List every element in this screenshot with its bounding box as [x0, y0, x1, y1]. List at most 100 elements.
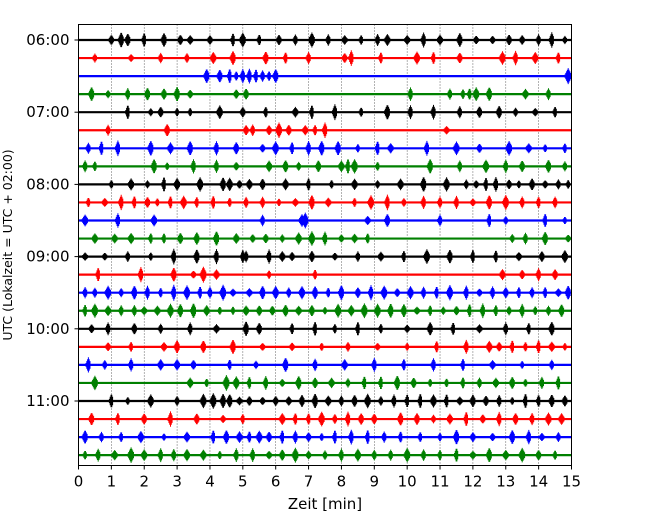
event-08:15-17: [352, 198, 357, 207]
event-07:45-4: [190, 159, 196, 174]
event-11:30-24: [469, 432, 476, 442]
x-tick-label-8: 8: [337, 473, 347, 491]
event-09:45-18: [308, 305, 315, 316]
event-06:00-13: [308, 32, 315, 48]
event-08:15-12: [259, 196, 265, 209]
event-07:00-17: [495, 106, 502, 119]
event-08:15-24: [469, 198, 476, 207]
event-08:00-7: [226, 177, 233, 191]
event-11:30-23: [453, 430, 459, 445]
event-07:45-5: [213, 159, 219, 173]
event-07:45-15: [426, 159, 433, 174]
event-09:00-19: [470, 250, 475, 263]
event-09:30-1: [92, 287, 97, 298]
event-09:30-17: [298, 286, 305, 300]
event-09:30-7: [170, 284, 176, 301]
event-07:00-16: [476, 106, 482, 118]
trace-11:45: [78, 447, 572, 463]
event-09:00-10: [278, 251, 286, 262]
event-11:45-9: [217, 451, 222, 459]
event-11:00-28: [496, 395, 502, 407]
event-09:15-2: [170, 268, 177, 282]
event-06:00-20: [420, 32, 426, 48]
event-10:15-6: [259, 343, 266, 351]
event-09:45-8: [177, 304, 183, 318]
event-11:30-18: [365, 430, 370, 444]
event-11:00-1: [125, 397, 130, 405]
event-11:00-33: [561, 395, 568, 407]
event-11:15-13: [357, 413, 364, 425]
event-08:00-15: [374, 180, 380, 189]
event-09:15-10: [535, 268, 541, 282]
event-07:45-14: [375, 162, 380, 171]
event-08:15-27: [519, 196, 525, 209]
event-06:00-25: [505, 35, 512, 45]
event-08:45-12: [295, 232, 302, 245]
event-10:45-10: [327, 377, 335, 389]
event-08:00-9: [245, 179, 253, 190]
event-11:45-26: [486, 448, 492, 462]
event-07:30-16: [387, 143, 394, 154]
event-09:30-0: [82, 287, 88, 299]
event-11:30-26: [509, 430, 515, 444]
event-08:00-11: [281, 178, 289, 191]
event-08:15-22: [437, 196, 443, 209]
event-08:30-12: [562, 217, 567, 224]
event-11:30-17: [348, 429, 354, 445]
event-06:30-1: [216, 70, 223, 83]
event-11:45-24: [454, 448, 459, 462]
event-08:45-8: [232, 233, 240, 244]
event-06:30-6: [253, 69, 258, 83]
event-07:45-10: [315, 160, 321, 172]
event-10:30-0: [85, 357, 91, 373]
event-10:00-13: [403, 325, 410, 333]
event-09:30-19: [325, 288, 330, 298]
event-06:15-6: [262, 52, 269, 65]
event-10:15-9: [345, 342, 351, 352]
trace-11:00: [78, 393, 572, 409]
event-09:45-26: [413, 306, 420, 315]
event-07:00-14: [430, 104, 436, 120]
event-06:00-1: [117, 32, 124, 48]
event-07:30-10: [289, 142, 294, 154]
event-09:00-7: [240, 250, 245, 263]
x-axis-label: Zeit [min]: [288, 495, 362, 513]
event-10:00-0: [88, 324, 95, 333]
event-11:00-13: [298, 395, 305, 407]
event-11:15-4: [193, 413, 200, 425]
event-09:00-23: [561, 250, 568, 263]
event-11:30-22: [437, 433, 442, 441]
event-09:45-15: [269, 306, 275, 316]
event-07:30-17: [424, 140, 429, 156]
event-09:15-1: [138, 267, 143, 283]
event-07:00-19: [531, 108, 539, 117]
event-08:45-14: [322, 231, 328, 246]
event-08:15-1: [101, 198, 108, 207]
event-10:30-9: [312, 358, 318, 372]
event-07:45-17: [482, 159, 489, 173]
event-11:45-7: [183, 449, 190, 462]
event-11:45-15: [305, 451, 312, 459]
event-08:30-9: [486, 214, 491, 227]
event-09:30-12: [229, 288, 236, 297]
event-08:00-28: [565, 180, 570, 189]
event-10:45-13: [378, 376, 383, 389]
event-11:30-9: [246, 431, 252, 443]
trace-09:30: [78, 284, 572, 301]
event-08:45-20: [541, 232, 548, 245]
event-07:00-20: [552, 107, 557, 118]
trace-07:15: [78, 122, 572, 138]
event-08:00-18: [442, 177, 450, 192]
event-07:30-2: [115, 140, 120, 157]
event-11:15-21: [496, 411, 502, 427]
event-08:15-21: [420, 195, 426, 209]
event-07:30-23: [562, 143, 567, 153]
event-10:45-19: [476, 377, 482, 389]
event-11:00-0: [108, 394, 114, 408]
event-07:45-11: [337, 160, 345, 172]
trace-09:15: [78, 266, 572, 283]
event-10:45-23: [539, 376, 544, 389]
y-tick-label-10:00: 10:00: [26, 320, 69, 338]
event-08:45-18: [509, 234, 515, 243]
event-10:15-2: [160, 342, 167, 352]
